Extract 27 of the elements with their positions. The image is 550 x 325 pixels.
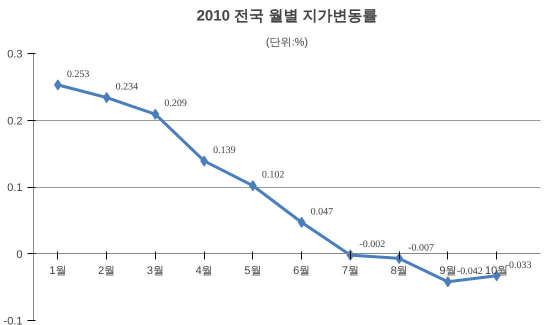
x-tick-label: 6월: [293, 264, 310, 277]
y-tick-label: 0: [16, 248, 23, 261]
x-tick-label: 7월: [342, 264, 359, 277]
data-label: -0.042: [456, 266, 483, 277]
x-tick-label: 3월: [146, 264, 164, 277]
y-tick-label: 0.2: [7, 115, 23, 128]
y-tick-label: 0.3: [7, 48, 23, 60]
data-label: -0.007: [408, 242, 434, 254]
data-label: 0.047: [310, 206, 334, 218]
data-label: 0.253: [66, 68, 90, 80]
data-label: 0.234: [116, 82, 138, 93]
x-tick-label: 10월: [485, 264, 508, 277]
x-tick-label: 1월: [49, 264, 66, 277]
chart-subtitle: (단위:%): [266, 36, 308, 48]
y-tick-label: 0.1: [7, 182, 23, 194]
x-tick-label: 9월: [439, 264, 456, 277]
x-tick-label: 8월: [390, 264, 408, 277]
data-label: -0.033: [506, 260, 532, 271]
data-label: 0.139: [213, 144, 236, 156]
x-tick-label: 4월: [196, 264, 213, 277]
x-tick-label: 5월: [244, 264, 262, 277]
data-label: 0.209: [164, 98, 187, 110]
chart-title: 2010 전국 월별 지가변동률: [196, 8, 378, 24]
data-label: -0.002: [359, 239, 386, 250]
data-label: 0.102: [262, 170, 284, 181]
x-tick-label: 2월: [98, 264, 116, 277]
y-tick-label: -0.1: [4, 316, 23, 325]
